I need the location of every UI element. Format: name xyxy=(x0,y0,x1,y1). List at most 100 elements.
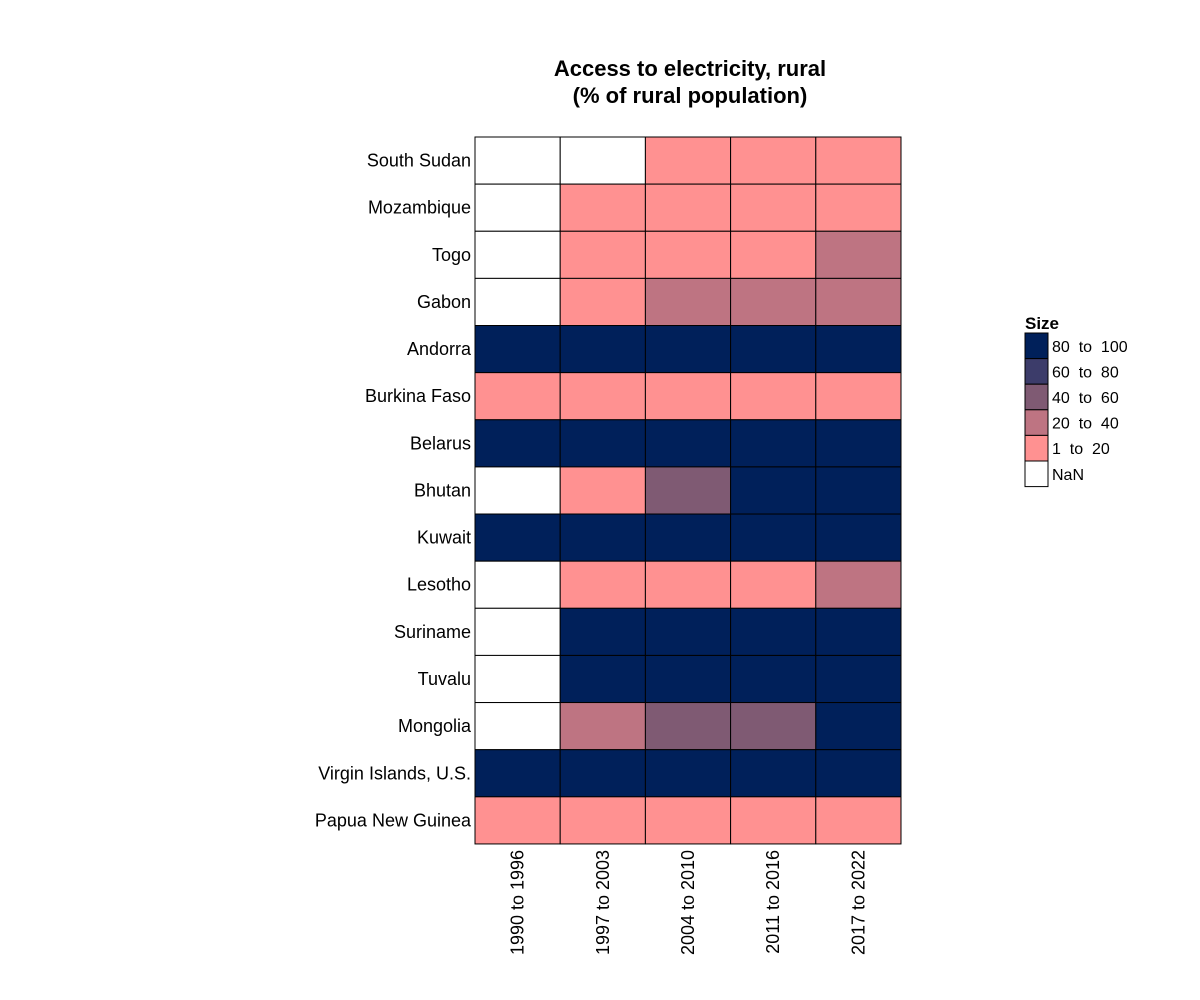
heatmap-cell xyxy=(559,419,646,468)
heatmap-cell xyxy=(559,136,646,185)
column-labels: 1990 to 1996 1997 to 2003 2004 to 2010 2011… xyxy=(508,850,869,955)
heatmap-cell xyxy=(559,560,646,609)
heatmap-cell xyxy=(815,136,902,185)
heatmap-cell xyxy=(474,749,561,798)
row-label: Mozambique xyxy=(368,198,471,218)
heatmap-cell xyxy=(815,372,902,421)
legend-swatch xyxy=(1024,358,1049,385)
heatmap-cell xyxy=(730,277,817,327)
heatmap-cell xyxy=(644,325,732,374)
heatmap-cell xyxy=(474,796,561,845)
heatmap-cell xyxy=(730,136,817,185)
legend-label: 40 to 60 xyxy=(1052,390,1119,407)
heatmap-cell xyxy=(474,230,561,279)
legend-swatch xyxy=(1024,409,1049,436)
row-labels: South Sudan Mozambique Togo Gabon Andorra Bur… xyxy=(315,151,472,831)
row-label: Virgin Islands, U.S. xyxy=(318,763,471,783)
heatmap-cell xyxy=(644,513,732,562)
legend-label: 80 to 100 xyxy=(1052,339,1128,356)
heatmap-cell xyxy=(644,230,732,279)
legend-title: Size xyxy=(1025,314,1059,333)
legend-swatch xyxy=(1024,434,1049,462)
row-label: Burkina Faso xyxy=(365,386,471,406)
legend-swatch xyxy=(1024,460,1049,488)
heatmap-cell xyxy=(815,325,902,374)
heatmap-cell xyxy=(559,513,646,562)
heatmap-cell xyxy=(815,560,902,609)
row-label: Kuwait xyxy=(417,528,471,548)
row-label: Papua New Guinea xyxy=(315,810,472,830)
column-label: 2017 to 2022 xyxy=(848,850,868,955)
heatmap-cell xyxy=(644,419,732,468)
heatmap-cell xyxy=(644,607,732,656)
row-label: Tuvalu xyxy=(418,669,471,689)
heatmap-cell xyxy=(474,325,561,374)
legend: Size 80 to 100 60 to 80 40 to 60 20 to 40 1 t… xyxy=(1024,314,1128,488)
heatmap-cell xyxy=(559,325,646,374)
row-label: Gabon xyxy=(417,292,471,312)
heatmap-cell xyxy=(815,749,902,798)
chart-title: Access to electricity, rural(% of rural … xyxy=(554,56,826,108)
column-label: 2011 to 2016 xyxy=(763,850,783,954)
heatmap-cell xyxy=(474,183,561,232)
heatmap-cell xyxy=(559,183,646,232)
heatmap-cell xyxy=(815,466,902,515)
legend-label: 60 to 80 xyxy=(1052,364,1119,381)
heatmap-cell xyxy=(474,513,561,562)
heatmap-cells xyxy=(474,136,902,845)
legend-swatch xyxy=(1024,383,1049,411)
heatmap-cell xyxy=(474,419,561,468)
heatmap-cell xyxy=(815,654,902,704)
column-label: 1997 to 2003 xyxy=(593,850,613,955)
chart-title-line: Access to electricity, rural xyxy=(554,56,826,81)
heatmap-cell xyxy=(815,513,902,562)
heatmap-cell xyxy=(559,372,646,421)
legend-label: 1 to 20 xyxy=(1052,441,1110,458)
row-label: Mongolia xyxy=(398,716,472,736)
heatmap-cell xyxy=(815,702,902,751)
heatmap-cell xyxy=(730,419,817,468)
row-label: Bhutan xyxy=(414,480,471,500)
heatmap-cell xyxy=(474,277,561,327)
heatmap-cell xyxy=(644,702,732,751)
heatmap-cell xyxy=(730,466,817,515)
heatmap-cell xyxy=(644,183,732,232)
heatmap-cell xyxy=(815,183,902,232)
heatmap-cell xyxy=(644,466,732,515)
heatmap-cell xyxy=(730,796,817,845)
heatmap-cell xyxy=(559,702,646,751)
row-label: Andorra xyxy=(407,339,472,359)
heatmap-cell xyxy=(730,230,817,279)
heatmap-cell xyxy=(730,513,817,562)
heatmap-cell xyxy=(559,654,646,704)
heatmap-cell xyxy=(730,749,817,798)
heatmap-cell xyxy=(559,796,646,845)
heatmap-cell xyxy=(644,796,732,845)
heatmap-cell xyxy=(815,796,902,845)
legend-swatch xyxy=(1024,332,1049,360)
heatmap-cell xyxy=(474,702,561,751)
heatmap-cell xyxy=(559,607,646,656)
heatmap-cell xyxy=(644,372,732,421)
heatmap-cell xyxy=(730,183,817,232)
heatmap-cell xyxy=(559,230,646,279)
heatmap-cell xyxy=(474,372,561,421)
heatmap-cell xyxy=(815,419,902,468)
heatmap-cell xyxy=(559,749,646,798)
heatmap-cell xyxy=(644,560,732,609)
heatmap-cell xyxy=(474,607,561,656)
legend-label: NaN xyxy=(1052,467,1084,484)
heatmap-cell xyxy=(815,607,902,656)
heatmap-cell xyxy=(474,654,561,704)
heatmap-cell xyxy=(644,654,732,704)
heatmap-cell xyxy=(730,560,817,609)
heatmap-cell xyxy=(730,372,817,421)
heatmap-cell xyxy=(644,277,732,327)
column-label: 2004 to 2010 xyxy=(678,850,698,955)
heatmap-cell xyxy=(815,277,902,327)
row-label: Togo xyxy=(432,245,471,265)
heatmap-cell xyxy=(559,277,646,327)
heatmap-cell xyxy=(559,466,646,515)
